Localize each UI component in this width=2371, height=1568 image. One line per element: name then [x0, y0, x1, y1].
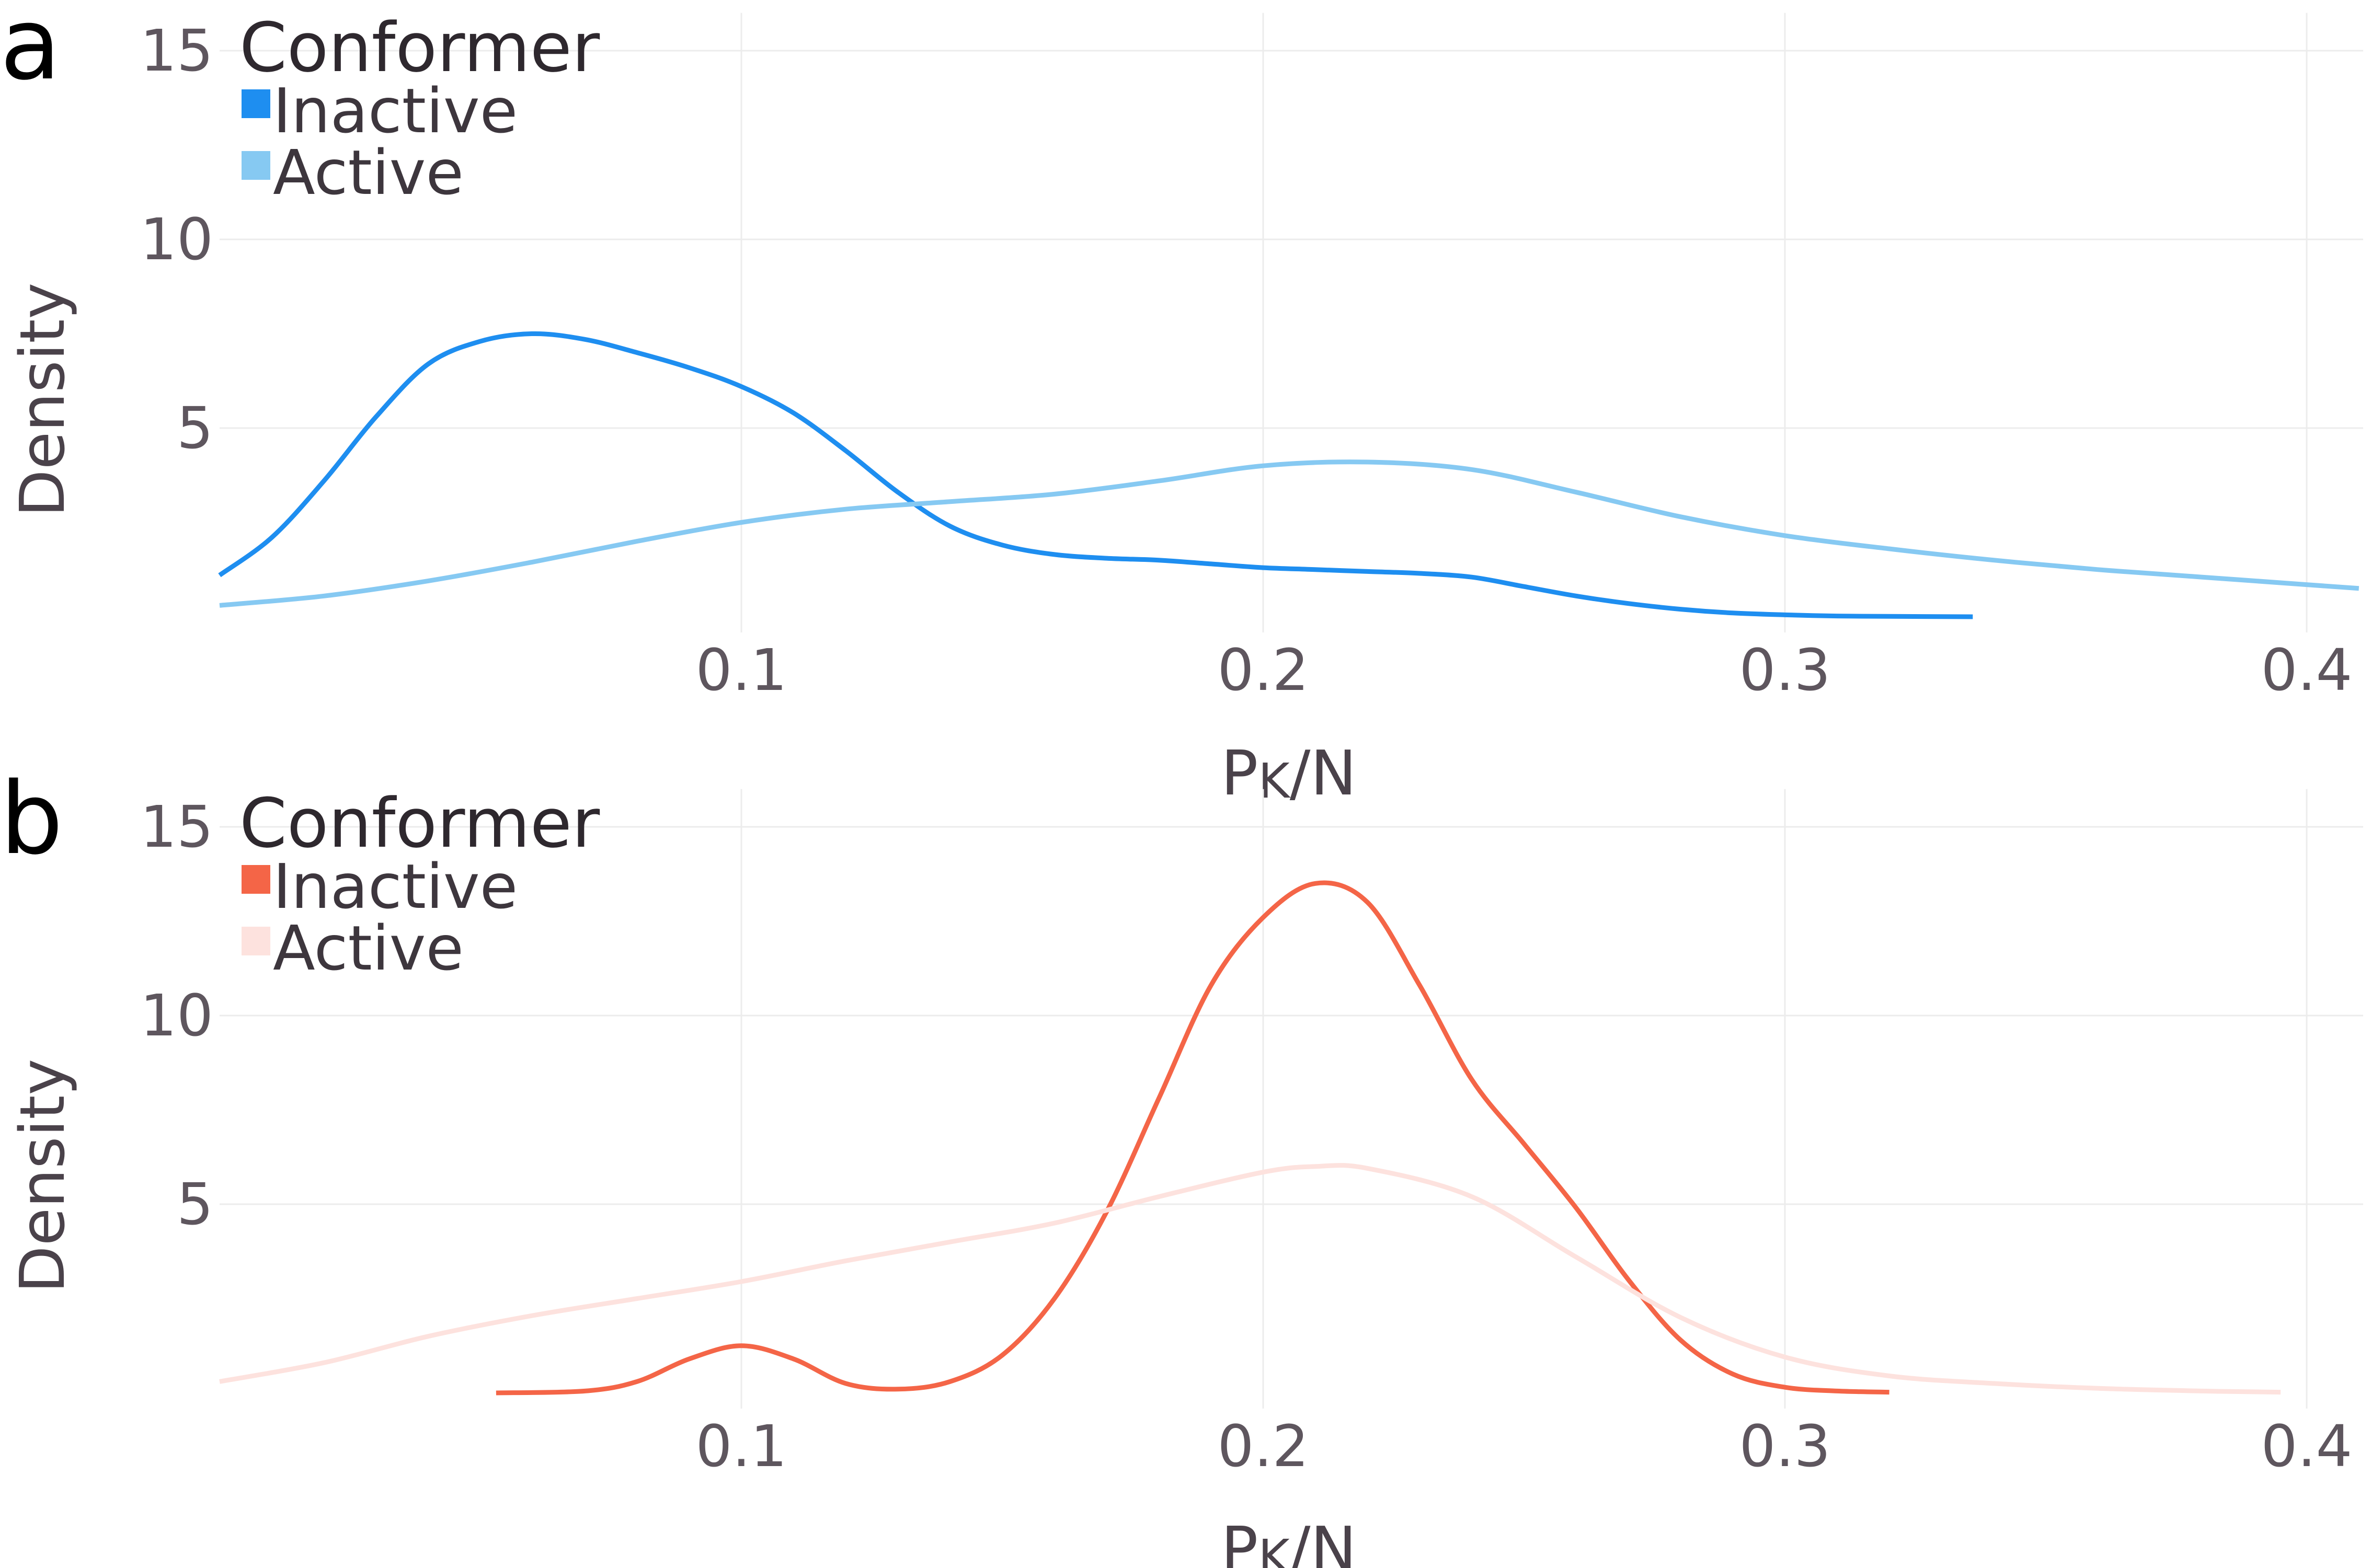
- gridlines: [220, 789, 2363, 1409]
- y-tick-label: 5: [177, 1171, 213, 1238]
- x-axis-title: PK/N: [1221, 1513, 1357, 1568]
- legend-label: Active: [273, 136, 464, 209]
- x-tick-label: 0.1: [696, 637, 787, 704]
- panel-b: 0.1 0.2 0.3 0.4 5 10 15 PK/N Density b ConformerIn…: [0, 761, 2363, 1568]
- y-axis-title: Density: [6, 283, 78, 517]
- series-line-inactive: [218, 331, 1973, 619]
- legend-swatch: [242, 151, 270, 180]
- series-curves: [218, 331, 2359, 619]
- legend-swatch: [242, 927, 270, 955]
- legend-label: Active: [273, 912, 464, 984]
- series-line-active: [219, 1163, 2281, 1395]
- panel-letter: a: [0, 0, 61, 102]
- x-tick-label: 0.3: [1739, 1413, 1831, 1480]
- y-axis-title: Density: [6, 1059, 78, 1294]
- y-tick-label: 10: [140, 206, 213, 273]
- x-tick-label: 0.4: [2261, 637, 2353, 704]
- series-curves: [219, 880, 2281, 1396]
- legend-title: Conformer: [239, 783, 600, 863]
- x-tick-label: 0.1: [696, 1413, 787, 1480]
- gridlines: [220, 13, 2363, 632]
- legend-swatch: [242, 89, 270, 118]
- x-tick-label: 0.2: [1218, 1413, 1309, 1480]
- x-axis-title: PK/N: [1221, 737, 1357, 809]
- y-tick-label: 10: [140, 982, 213, 1049]
- panel-letter: b: [0, 761, 63, 877]
- y-tick-label: 15: [140, 793, 213, 860]
- x-tick-label: 0.2: [1218, 637, 1309, 704]
- legend-swatch: [242, 865, 270, 894]
- panel-a: 0.1 0.2 0.3 0.4 5 10 15 PK/N Density a ConformerIn…: [0, 0, 2363, 809]
- y-tick-label: 15: [140, 17, 213, 84]
- series-line-active: [219, 459, 2359, 608]
- x-tick-label: 0.3: [1739, 637, 1831, 704]
- y-tick-label: 5: [177, 395, 213, 462]
- legend-title: Conformer: [239, 8, 600, 87]
- legend-label: Inactive: [273, 850, 518, 923]
- legend-label: Inactive: [273, 75, 518, 147]
- x-tick-label: 0.4: [2261, 1413, 2353, 1480]
